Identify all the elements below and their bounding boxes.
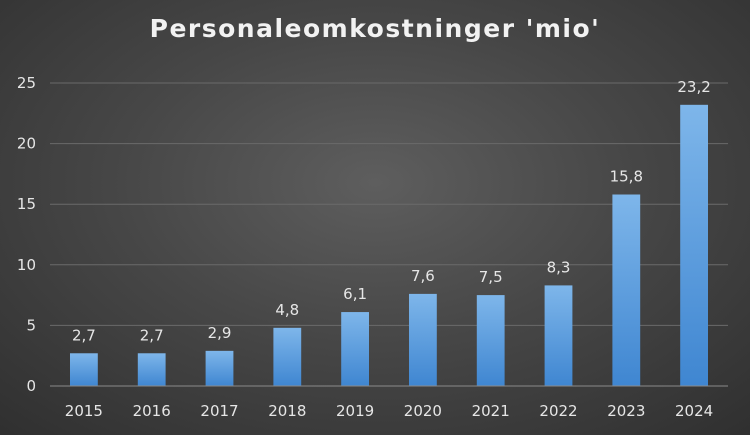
bar xyxy=(680,104,708,386)
data-label: 23,2 xyxy=(677,78,710,96)
data-label: 6,1 xyxy=(343,285,367,303)
data-label: 7,6 xyxy=(411,267,435,285)
bar xyxy=(544,285,573,386)
data-label: 7,5 xyxy=(479,268,503,286)
bar xyxy=(273,327,302,386)
y-tick-label: 20 xyxy=(17,135,36,153)
y-tick-label: 10 xyxy=(17,256,36,274)
bar xyxy=(137,353,166,386)
x-tick-label: 2017 xyxy=(200,402,238,420)
bar xyxy=(612,194,641,386)
bar xyxy=(70,353,98,386)
x-tick-label: 2023 xyxy=(607,402,645,420)
x-tick-label: 2016 xyxy=(133,402,171,420)
y-tick-label: 15 xyxy=(17,195,36,213)
y-axis-ticks: 0 5 10 15 20 25 xyxy=(17,74,36,395)
y-tick-label: 25 xyxy=(17,74,36,92)
bar xyxy=(476,295,505,386)
bar xyxy=(341,312,369,386)
bar xyxy=(409,293,437,386)
y-tick-label: 0 xyxy=(26,377,36,395)
x-tick-label: 2021 xyxy=(472,402,510,420)
data-label: 2,7 xyxy=(72,326,96,344)
x-axis-ticks: 2015 2016 2017 2018 2019 2020 2021 2022 2023 2024 xyxy=(65,402,713,420)
data-label: 4,8 xyxy=(275,301,299,319)
bars: 2,7 2,7 2,9 4,8 6,1 7,6 7,5 8,3 15,8 23,2 xyxy=(70,78,711,386)
data-label: 2,7 xyxy=(140,326,164,344)
data-label: 2,9 xyxy=(208,324,232,342)
x-tick-label: 2015 xyxy=(65,402,103,420)
x-tick-label: 2018 xyxy=(268,402,306,420)
bar xyxy=(205,350,234,386)
x-tick-label: 2020 xyxy=(404,402,442,420)
data-label: 15,8 xyxy=(610,168,643,186)
chart-title: Personaleomkostninger 'mio' xyxy=(149,14,601,43)
x-tick-label: 2024 xyxy=(675,402,713,420)
x-tick-label: 2022 xyxy=(539,402,577,420)
y-tick-label: 5 xyxy=(26,316,36,334)
x-tick-label: 2019 xyxy=(336,402,374,420)
data-label: 8,3 xyxy=(547,258,571,276)
